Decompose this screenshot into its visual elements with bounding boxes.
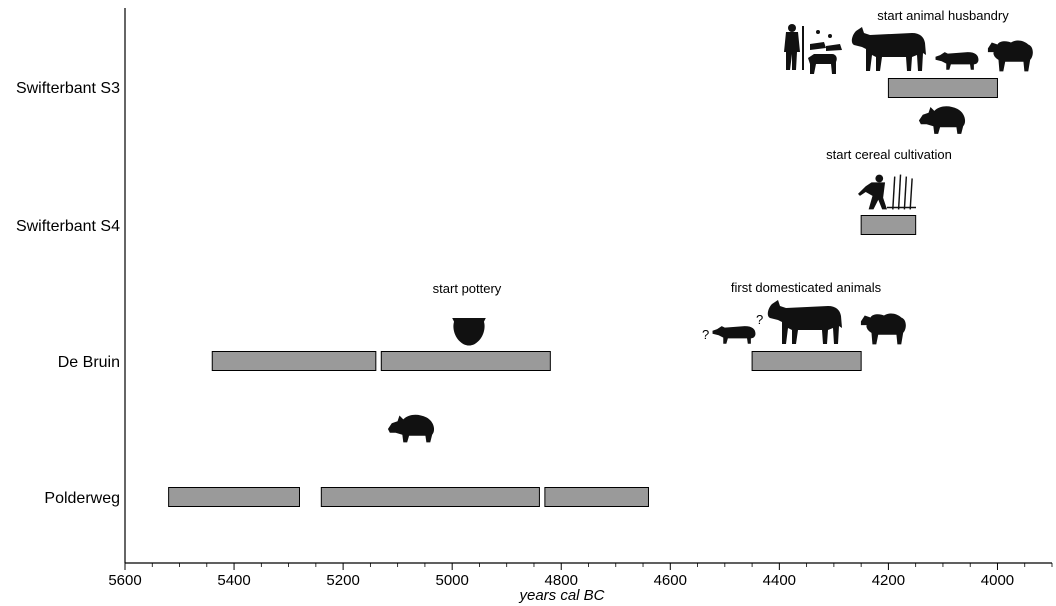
x-tick-label: 5400: [217, 572, 250, 589]
x-tick: 4400: [763, 563, 796, 589]
herder-with-animals-icon: [784, 24, 842, 74]
x-tick-label: 4800: [545, 572, 578, 589]
question-mark: ?: [756, 312, 763, 327]
range-bar: [320, 487, 540, 507]
pig-icon: [935, 52, 979, 70]
x-tick: 4800: [545, 563, 578, 589]
x-axis-label: years cal BC: [518, 587, 604, 604]
range-bar: [380, 351, 551, 371]
range-bar: [751, 351, 862, 371]
row-label: Polderweg: [44, 490, 120, 507]
annotations: start animal husbandry start cereal cult…: [433, 8, 1010, 342]
range-bar: [168, 487, 300, 507]
cow-icon: [851, 27, 926, 71]
x-tick-label: 5000: [435, 572, 468, 589]
pottery-vessel-icon: [452, 318, 486, 346]
question-mark: ?: [702, 327, 709, 342]
x-tick-label: 4000: [981, 572, 1014, 589]
x-major-ticks: 5600 5400 5200 5000 4800 4600 4400 4200 4000: [108, 563, 1014, 589]
wild-boar-icon: [387, 414, 435, 443]
annotation-domesticated-animals: first domesticated animals: [731, 280, 882, 295]
range-bar: [887, 78, 998, 98]
x-tick: 4000: [981, 563, 1014, 589]
x-tick: 4200: [872, 563, 905, 589]
x-tick: 4600: [654, 563, 687, 589]
x-tick-label: 5200: [326, 572, 359, 589]
row-labels: Swifterbant S3 Swifterbant S4 De Bruin P…: [16, 80, 120, 507]
sheep-icon: [860, 313, 906, 345]
farmer-harvesting-icon: [858, 173, 916, 211]
sheep-icon: [987, 40, 1033, 72]
row-label: Swifterbant S3: [16, 80, 120, 97]
wild-boar-icon: [918, 106, 966, 134]
row-label: Swifterbant S4: [16, 218, 120, 235]
x-tick: 5400: [217, 563, 251, 589]
x-tick-label: 5600: [108, 572, 141, 589]
x-tick: 5200: [326, 563, 360, 589]
pig-icon: [712, 326, 756, 344]
range-bars: [168, 78, 998, 507]
cow-icon: [767, 300, 842, 344]
annotation-pottery: start pottery: [433, 281, 502, 296]
x-tick: 5600: [108, 563, 142, 589]
x-tick-label: 4600: [654, 572, 687, 589]
x-tick: 5000: [435, 563, 469, 589]
annotation-animal-husbandry: start animal husbandry: [877, 8, 1009, 23]
x-tick-label: 4400: [763, 572, 796, 589]
range-bar: [860, 215, 917, 235]
row-label: De Bruin: [58, 354, 120, 371]
x-tick-label: 4200: [872, 572, 905, 589]
range-bar: [211, 351, 377, 371]
range-bar: [544, 487, 649, 507]
annotation-cereal-cultivation: start cereal cultivation: [826, 147, 952, 162]
x-minor-ticks: [151, 563, 1053, 567]
